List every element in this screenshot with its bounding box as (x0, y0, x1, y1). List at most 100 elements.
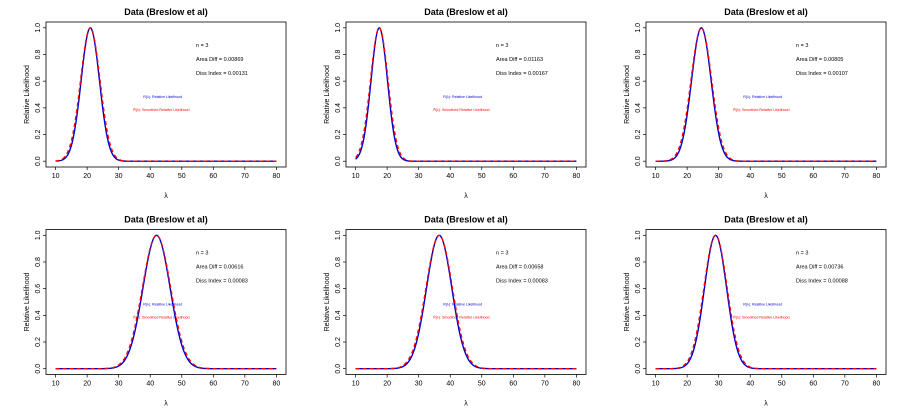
x-tick-label: 40 (146, 381, 154, 388)
x-tick-label: 10 (652, 173, 660, 180)
x-tick-label: 40 (746, 381, 754, 388)
diss-index-label: Diss Index = 0.00083 (496, 279, 548, 285)
series-smoothed-likelihood (55, 234, 277, 370)
x-tick-label: 30 (415, 173, 423, 180)
x-tick-label: 10 (352, 173, 360, 180)
x-tick-label: 50 (178, 173, 186, 180)
plot-frame (645, 229, 887, 375)
y-tick-label: 0.2 (335, 337, 342, 347)
x-tick-label: 20 (83, 173, 91, 180)
n-label: n = 3 (196, 43, 208, 49)
x-tick-label: 30 (115, 381, 123, 388)
y-tick-label: 1.0 (35, 230, 42, 240)
legend-entry-smoothed: R̂(λ): Smoothed Relative Likelihood (733, 107, 789, 112)
y-tick-label: 0.6 (335, 76, 342, 86)
n-label: n = 3 (796, 251, 808, 257)
y-axis-label: Relative Likelihood (624, 65, 631, 124)
legend-entry-relative: R(λ): Relative Likelihood (443, 95, 482, 99)
x-tick-label: 10 (652, 381, 660, 388)
x-tick-label: 70 (541, 381, 549, 388)
x-axis-label: λ (764, 193, 768, 200)
x-tick-label: 50 (478, 381, 486, 388)
x-tick-label: 80 (573, 381, 581, 388)
x-tick-label: 60 (509, 173, 517, 180)
legend-entry-relative: R(λ): Relative Likelihood (143, 303, 182, 307)
area-diff-label: Area Diff = 0.01163 (496, 57, 543, 63)
n-label: n = 3 (196, 251, 208, 257)
legend-entry-smoothed: R̂(λ): Smoothed Relative Likelihood (133, 315, 189, 320)
y-tick-label: 0.8 (35, 257, 42, 267)
y-tick-label: 0.8 (635, 50, 642, 60)
x-tick-label: 60 (509, 381, 517, 388)
x-tick-label: 30 (715, 381, 723, 388)
chart-title: Data (Breslow et al) (124, 215, 208, 225)
x-tick-label: 50 (778, 173, 786, 180)
y-tick-label: 0.2 (635, 337, 642, 347)
y-axis-label: Relative Likelihood (24, 65, 31, 124)
x-tick-label: 20 (683, 381, 691, 388)
x-tick-label: 60 (809, 173, 817, 180)
x-tick-label: 50 (778, 381, 786, 388)
x-tick-label: 70 (241, 173, 249, 180)
series-smoothed-likelihood (655, 234, 877, 370)
y-tick-label: 0.4 (35, 103, 42, 113)
x-tick-label: 80 (573, 173, 581, 180)
area-diff-label: Area Diff = 0.00658 (496, 265, 543, 271)
legend-entry-smoothed: R̂(λ): Smoothed Relative Likelihood (133, 107, 189, 112)
x-tick-label: 10 (52, 381, 60, 388)
x-tick-label: 20 (383, 173, 391, 180)
x-tick-label: 80 (873, 381, 881, 388)
legend-entry-relative: R(λ): Relative Likelihood (443, 303, 482, 307)
y-tick-label: 0.4 (335, 310, 342, 320)
chart-title: Data (Breslow et al) (724, 215, 808, 225)
x-tick-label: 40 (446, 381, 454, 388)
y-tick-label: 0.6 (35, 284, 42, 294)
diss-index-label: Diss Index = 0.00167 (496, 71, 548, 77)
x-tick-label: 40 (146, 173, 154, 180)
x-tick-label: 50 (478, 173, 486, 180)
x-tick-label: 80 (273, 173, 281, 180)
x-tick-label: 80 (273, 381, 281, 388)
y-tick-label: 0.2 (335, 130, 342, 140)
y-tick-label: 0.6 (635, 76, 642, 86)
x-tick-label: 70 (841, 173, 849, 180)
y-tick-label: 0.0 (635, 364, 642, 374)
plot-frame (345, 229, 587, 375)
y-tick-label: 0.0 (35, 364, 42, 374)
x-tick-label: 80 (873, 173, 881, 180)
y-tick-label: 0.4 (335, 103, 342, 113)
x-axis-label: λ (164, 401, 168, 408)
y-tick-label: 0.4 (635, 310, 642, 320)
x-tick-label: 10 (52, 173, 60, 180)
x-tick-label: 20 (383, 381, 391, 388)
area-diff-label: Area Diff = 0.00805 (796, 57, 843, 63)
n-label: n = 3 (496, 43, 508, 49)
x-axis-label: λ (464, 401, 468, 408)
legend-entry-relative: R(λ): Relative Likelihood (743, 95, 782, 99)
y-tick-label: 0.2 (35, 337, 42, 347)
y-tick-label: 1.0 (335, 23, 342, 33)
diss-index-label: Diss Index = 0.00088 (796, 279, 848, 285)
y-tick-label: 0.2 (35, 130, 42, 140)
y-axis-label: Relative Likelihood (324, 65, 331, 124)
y-tick-label: 0.8 (335, 257, 342, 267)
y-tick-label: 0.4 (635, 103, 642, 113)
y-tick-label: 0.2 (635, 130, 642, 140)
legend-entry-relative: R(λ): Relative Likelihood (743, 303, 782, 307)
y-axis-label: Relative Likelihood (324, 273, 331, 332)
x-axis-label: λ (464, 193, 468, 200)
x-axis-label: λ (164, 193, 168, 200)
chart-panel: Data (Breslow et al) 10 20 30 40 50 60 70 80 0.0 0… (24, 7, 287, 200)
legend-entry-relative: R(λ): Relative Likelihood (143, 95, 182, 99)
legend-entry-smoothed: R̂(λ): Smoothed Relative Likelihood (733, 315, 789, 320)
n-label: n = 3 (796, 43, 808, 49)
x-tick-label: 50 (178, 381, 186, 388)
chart-panel: Data (Breslow et al) 10 20 30 40 50 60 70 80 0.0 0… (324, 7, 587, 200)
chart-title: Data (Breslow et al) (424, 7, 508, 17)
y-tick-label: 0.4 (35, 310, 42, 320)
series-smoothed-likelihood (355, 27, 577, 162)
chart-panel: Data (Breslow et al) 10 20 30 40 50 60 70 80 0.0 0… (624, 215, 887, 408)
series-smoothed-likelihood (655, 27, 877, 162)
y-tick-label: 0.8 (635, 257, 642, 267)
